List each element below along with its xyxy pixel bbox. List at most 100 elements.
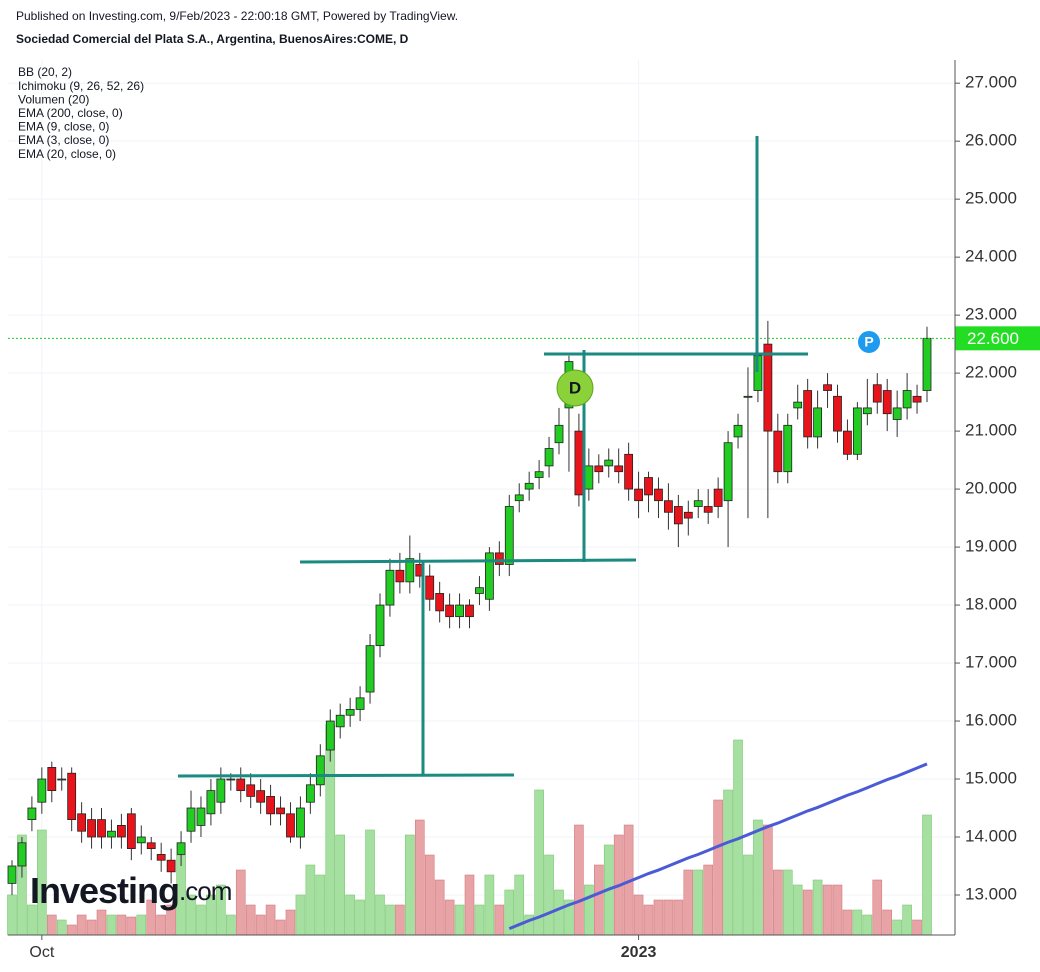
last-price-box (955, 326, 1040, 351)
volume-bar (643, 904, 654, 936)
watermark: Investing.com (30, 870, 231, 911)
plot-area: 13.000 14.000 15.000 16.000 17.000 18.000 19.0… (7, 60, 1040, 961)
marker-label: D (569, 378, 581, 397)
candle-body (256, 790, 266, 803)
candle-body (126, 813, 136, 850)
candle-body (902, 390, 912, 409)
candle-body (584, 465, 594, 490)
candle-body (196, 807, 206, 826)
volume-bar (593, 864, 604, 936)
candle-body (604, 459, 614, 467)
volume-bar (285, 909, 296, 936)
volume-bar (673, 899, 684, 936)
volume-bar (355, 899, 365, 936)
candle-body (703, 506, 713, 513)
candle-body (117, 825, 126, 838)
candle-body (882, 390, 892, 415)
candle-body (186, 807, 196, 832)
published-note: Published on Investing.com, 9/Feb/2023 -… (16, 9, 458, 23)
volume-bar (792, 884, 803, 936)
volume-bar (345, 894, 355, 936)
candle-body (47, 767, 57, 792)
last-price-label: 22.600 (967, 329, 1019, 348)
y-tick-label: 26.000 (965, 131, 1017, 150)
volume-bar (76, 914, 87, 936)
volume-bar (484, 874, 495, 936)
volume-bar (723, 789, 733, 936)
volume-bar (812, 879, 823, 936)
volume-bar (454, 904, 465, 936)
volume-bar (7, 894, 17, 936)
y-tick-label: 20.000 (965, 479, 1017, 498)
volume-bar (574, 824, 584, 936)
y-tick-label: 24.000 (965, 247, 1017, 266)
volume-bar (912, 919, 922, 936)
candle-body (445, 604, 455, 618)
candle-body (435, 593, 445, 612)
candle-body (634, 488, 643, 502)
x-tick-label: Oct (29, 944, 54, 961)
volume-bar (46, 914, 57, 936)
candle-body (206, 790, 216, 815)
candle-body (912, 395, 922, 403)
volume-bar (802, 889, 813, 936)
candle-body (813, 407, 822, 438)
candle-body (67, 772, 77, 821)
candle-body (534, 471, 544, 478)
candle-body (156, 854, 166, 861)
indicator-label: Volumen (20) (18, 92, 89, 106)
candle-body (395, 569, 405, 583)
candle-body (305, 784, 315, 803)
candle-body (524, 482, 534, 490)
volume-bar (633, 894, 644, 936)
candle-body (246, 784, 256, 797)
volume-bar (126, 916, 137, 936)
indicator-label: EMA (3, close, 0) (18, 133, 109, 147)
y-tick-label: 14.000 (965, 826, 1017, 845)
candle-body (325, 720, 335, 751)
candle-body (425, 575, 435, 600)
candle-body (276, 807, 285, 815)
volume-bar (66, 924, 77, 936)
candle-body (226, 778, 236, 781)
volume-bar (763, 824, 773, 936)
candle-body (315, 755, 325, 786)
candle-body (624, 453, 634, 490)
candle-body (365, 645, 375, 693)
volume-bar (375, 894, 385, 936)
watermark-suffix: .com (179, 876, 231, 906)
candle-body (107, 830, 116, 838)
candle-body (743, 395, 753, 398)
volume-bar (544, 854, 554, 936)
candle-body (793, 401, 803, 409)
candle-body (484, 552, 494, 600)
candle-body (673, 506, 683, 525)
volume-bar (156, 914, 166, 936)
y-tick-label: 13.000 (965, 884, 1017, 903)
volume-bar (86, 919, 97, 936)
volume-bar (56, 919, 67, 936)
volume-bar (693, 869, 704, 936)
candle-body (27, 807, 37, 821)
candle-body (345, 709, 355, 716)
volume-bar (852, 909, 863, 936)
candle-body (554, 424, 564, 444)
candle-body (922, 337, 932, 391)
candle-body (504, 506, 514, 565)
volume-bar (255, 914, 266, 936)
candle-body (723, 442, 733, 502)
candle-body (166, 859, 176, 873)
candle-body (87, 819, 96, 838)
candle-body (574, 430, 584, 496)
volume-bar (226, 914, 236, 936)
candle-body (266, 796, 275, 815)
candle-body (544, 448, 554, 467)
volume-bar (554, 889, 564, 936)
volume-bar (713, 799, 723, 936)
candle-body (17, 842, 27, 867)
candle-body (644, 477, 653, 496)
volume-bar (106, 914, 117, 936)
volume-bar (892, 919, 902, 936)
volume-bar (882, 909, 893, 936)
volume-bar (96, 909, 107, 936)
